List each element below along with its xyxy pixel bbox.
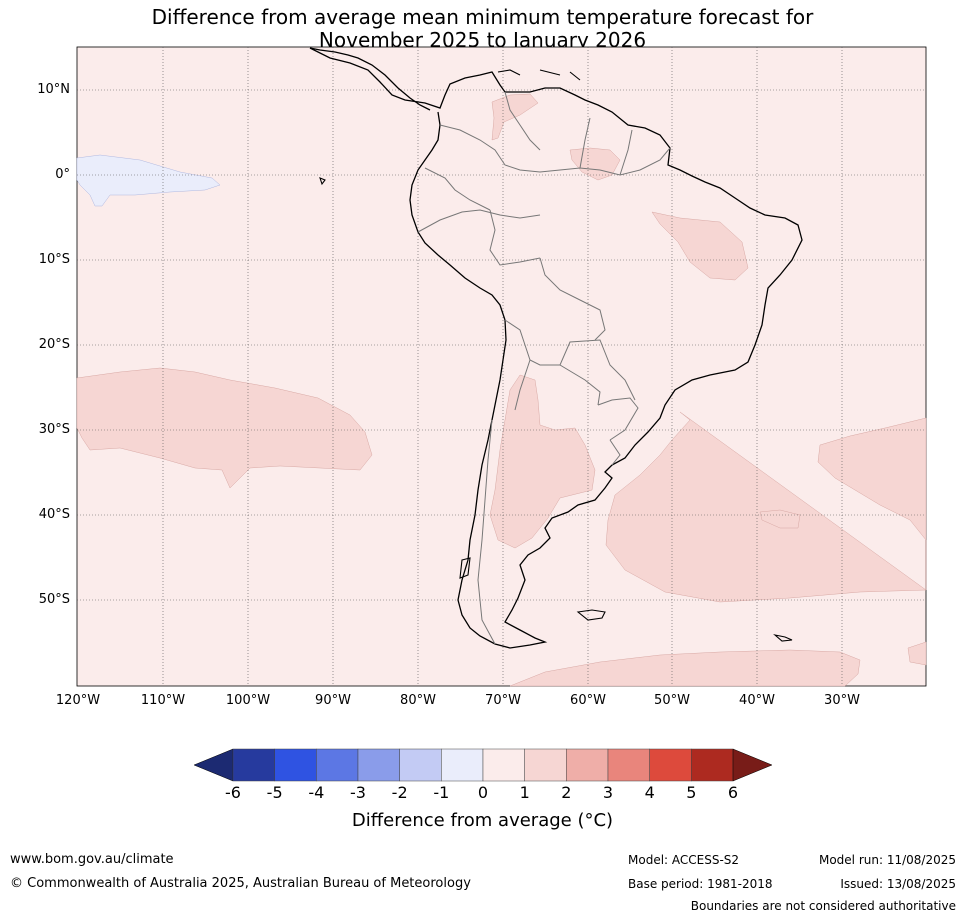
lon-label-90w: 90°W xyxy=(315,693,351,708)
colorbar-cell xyxy=(357,748,400,782)
colorbar-cell xyxy=(566,748,609,782)
colorbar-cell xyxy=(649,748,692,782)
lat-label-10s: 10°S xyxy=(38,252,70,267)
galapagos xyxy=(319,177,326,186)
south-america-coastline xyxy=(309,47,803,649)
warm-anomaly-southern-ocean xyxy=(509,649,861,687)
colorbar-cell xyxy=(524,748,567,782)
lat-label-30s: 30°S xyxy=(38,422,70,437)
colorbar-cell xyxy=(441,748,484,782)
cool-anomaly-equatorial-pacific xyxy=(76,154,221,207)
footer-model-run: Model run: 11/08/2025 xyxy=(818,853,956,867)
colorbar-tick-label: 6 xyxy=(727,783,739,802)
lon-label-100w: 100°W xyxy=(225,693,271,708)
caribbean-islands xyxy=(497,69,581,81)
colorbar-tick-label: -4 xyxy=(308,783,325,802)
colorbar-tick-label: -6 xyxy=(225,783,241,802)
colorbar-tick-label: 0 xyxy=(477,783,489,802)
chart-title-line1: Difference from average mean minimum tem… xyxy=(151,5,814,29)
colorbar-over-arrow xyxy=(732,748,773,782)
colorbar-cell xyxy=(316,748,359,782)
lon-label-60w: 60°W xyxy=(570,693,606,708)
graticule xyxy=(77,47,926,686)
lon-label-30w: 30°W xyxy=(824,693,860,708)
colorbar-tick-label: 2 xyxy=(561,783,572,802)
colorbar-label: Difference from average (°C) xyxy=(351,810,614,831)
lat-label-50s: 50°S xyxy=(38,592,70,607)
colorbar-tick-label: -2 xyxy=(391,783,408,802)
footer-url[interactable]: www.bom.gov.au/climate xyxy=(10,852,174,867)
colorbar-tick-label: -3 xyxy=(350,783,366,802)
warm-anomaly-far-east xyxy=(907,641,927,666)
islands xyxy=(319,69,793,642)
colorbar-tick-label: -1 xyxy=(433,783,450,802)
warm-anomaly-south-atlantic xyxy=(605,411,927,603)
colorbar-cell xyxy=(274,748,317,782)
falkland-islands xyxy=(576,609,606,621)
footer-disclaimer: Boundaries are not considered authoritat… xyxy=(690,899,956,913)
lat-label-10n: 10°N xyxy=(37,82,70,97)
warm-anomaly-south-pacific xyxy=(76,367,373,489)
lon-label-50w: 50°W xyxy=(654,693,690,708)
colorbar-tick-label: 1 xyxy=(519,783,530,802)
colorbar-cell xyxy=(607,748,650,782)
colorbar-cells xyxy=(232,748,734,782)
lon-label-120w: 120°W xyxy=(55,693,101,708)
colorbar-tick-label: 3 xyxy=(602,783,614,802)
chiloe-island xyxy=(459,557,471,579)
colorbar-cell xyxy=(399,748,442,782)
colorbar-under-arrow xyxy=(193,748,234,782)
warm-anomaly-mid-atlantic xyxy=(759,509,801,529)
colorbar-cell xyxy=(691,748,734,782)
warm-anomaly-argentina xyxy=(489,374,596,549)
footer-base-period: Base period: 1981-2018 xyxy=(628,877,773,891)
lat-label-20s: 20°S xyxy=(38,337,70,352)
south-georgia xyxy=(773,634,793,642)
lon-label-40w: 40°W xyxy=(739,693,775,708)
colorbar-tick-label: 4 xyxy=(644,783,655,802)
central-america-coastline xyxy=(309,47,431,111)
country-boundaries xyxy=(417,91,671,645)
lon-label-110w: 110°W xyxy=(140,693,186,708)
footer-copyright: © Commonwealth of Australia 2025, Austra… xyxy=(10,876,471,891)
lat-label-0: 0° xyxy=(55,167,70,182)
colorbar-tick-label: -5 xyxy=(266,783,283,802)
footer-model: Model: ACCESS-S2 xyxy=(628,853,740,867)
lon-label-80w: 80°W xyxy=(400,693,436,708)
lat-label-40s: 40°S xyxy=(38,507,70,522)
colorbar-cell xyxy=(482,748,525,782)
lon-label-70w: 70°W xyxy=(485,693,521,708)
colorbar-tick-label: 5 xyxy=(686,783,697,802)
footer-issued: Issued: 13/08/2025 xyxy=(840,877,956,891)
colorbar-cell xyxy=(232,748,275,782)
